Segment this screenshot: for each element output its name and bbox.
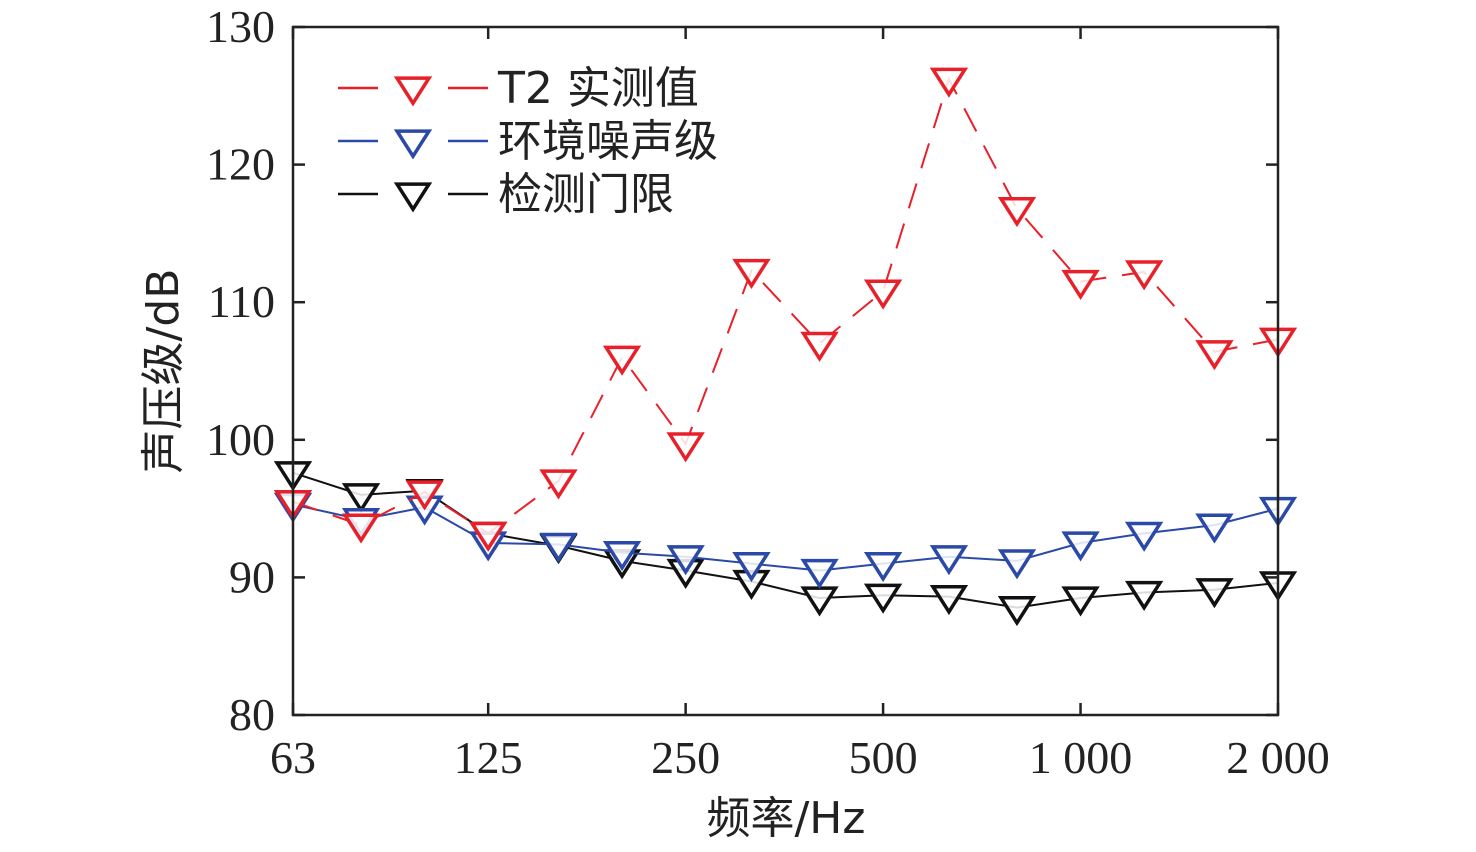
y-tick-label: 110 xyxy=(208,276,275,327)
legend-item: 检测门限 xyxy=(338,169,674,220)
data-point xyxy=(666,432,705,463)
data-point xyxy=(997,596,1037,627)
data-point xyxy=(732,258,771,290)
x-axis-title: 频率/Hz xyxy=(706,793,865,844)
data-point xyxy=(341,483,381,514)
x-tick-label: 1 000 xyxy=(1029,732,1133,783)
y-tick-label: 130 xyxy=(206,1,275,52)
legend-label: 检测门限 xyxy=(498,169,674,220)
y-tick-label: 120 xyxy=(206,139,275,190)
legend-marker xyxy=(393,182,433,213)
series-line xyxy=(292,76,1279,535)
y-tick-label: 80 xyxy=(229,689,275,740)
data-point xyxy=(1124,260,1164,291)
x-tick-label: 2 000 xyxy=(1226,732,1330,783)
data-point xyxy=(1195,513,1234,544)
data-point xyxy=(1061,531,1100,562)
y-tick-label: 90 xyxy=(229,551,275,602)
y-tick-label: 100 xyxy=(206,414,275,465)
data-point xyxy=(863,583,903,614)
data-point xyxy=(929,67,969,98)
legend-label: T2 实测值 xyxy=(497,63,699,114)
ticks-layer: 80 90 100 110 120 130 63 125 250 500 1 000 2 000 xyxy=(206,1,1330,783)
data-point xyxy=(1195,578,1234,609)
series-line xyxy=(292,503,1279,572)
plot-frame xyxy=(291,25,1280,717)
series-layer xyxy=(273,67,1298,627)
data-point xyxy=(1124,580,1164,611)
data-point xyxy=(997,196,1037,228)
legend-marker xyxy=(393,129,433,160)
data-point xyxy=(666,545,705,576)
data-point xyxy=(602,540,642,572)
data-point xyxy=(929,545,969,576)
data-point xyxy=(800,586,839,617)
data-point xyxy=(1124,521,1164,552)
data-point xyxy=(539,469,578,500)
data-point xyxy=(539,532,578,563)
data-point xyxy=(800,558,839,589)
legend-label: 环境噪声级 xyxy=(498,116,718,167)
data-point xyxy=(405,480,444,511)
x-tick-label: 125 xyxy=(454,732,523,783)
data-point xyxy=(341,513,381,544)
x-tick-label: 63 xyxy=(270,732,316,783)
data-point xyxy=(602,345,642,376)
series-group xyxy=(273,67,1298,552)
data-point xyxy=(468,521,508,552)
legend-item: 环境噪声级 xyxy=(338,116,718,167)
legend-marker xyxy=(393,76,433,107)
series-group xyxy=(273,492,1298,589)
data-point xyxy=(863,551,903,583)
x-tick-label: 250 xyxy=(651,732,720,783)
legend-item: T2 实测值 xyxy=(338,63,699,114)
data-point xyxy=(1061,586,1100,617)
data-point xyxy=(929,584,969,616)
x-tick-label: 500 xyxy=(849,732,918,783)
data-point xyxy=(997,549,1037,580)
data-point xyxy=(800,331,839,362)
data-point xyxy=(1061,269,1100,301)
data-point xyxy=(863,279,903,310)
data-point xyxy=(732,551,771,583)
data-point xyxy=(1195,340,1234,371)
y-axis-title: 声压级/dB xyxy=(138,269,189,474)
